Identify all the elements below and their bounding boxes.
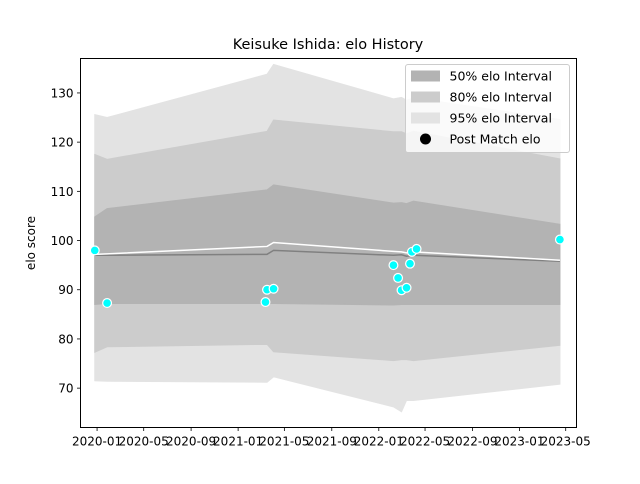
post-match-point: [405, 258, 416, 269]
post-match-point: [393, 272, 404, 283]
y-tick-label: 100: [51, 234, 74, 248]
x-tick-label: 2022-01: [354, 435, 404, 449]
legend-label: 95% elo Interval: [450, 111, 552, 126]
post-match-point: [411, 243, 422, 254]
legend-swatch: [411, 112, 440, 124]
y-tick-label: 90: [58, 283, 73, 297]
x-tick-label: 2022-05: [400, 435, 450, 449]
post-match-point: [388, 260, 399, 271]
y-tick-label: 70: [58, 382, 73, 396]
x-tick-label: 2023-01: [494, 435, 544, 449]
y-axis-label: elo score: [24, 216, 38, 270]
legend-swatch: [411, 91, 440, 103]
legend-label: 80% elo Interval: [450, 90, 552, 105]
legend-box: [405, 64, 570, 153]
x-tick-label: 2022-09: [447, 435, 497, 449]
legend-swatch: [411, 70, 440, 82]
y-axis: 70 80 90 100 110 120 130: [51, 86, 81, 396]
legend-label: Post Match elo: [450, 132, 541, 147]
post-match-point: [401, 282, 412, 293]
x-tick-label: 2020-09: [166, 435, 216, 449]
plot-frame: [80, 58, 577, 428]
x-tick-label: 2020-05: [119, 435, 169, 449]
y-tick-label: 130: [51, 86, 74, 100]
x-tick-label: 2021-05: [259, 435, 309, 449]
x-tick-label: 2021-01: [213, 435, 263, 449]
post-match-point: [260, 297, 271, 308]
post-match-point: [554, 234, 565, 245]
x-tick-label: 2021-09: [307, 435, 357, 449]
post-match-point: [102, 298, 113, 309]
legend-marker: [420, 133, 431, 145]
x-axis: 2020-012020-052020-092021-012021-052021-…: [72, 427, 591, 449]
y-tick-label: 80: [58, 332, 73, 346]
post-match-point: [268, 283, 279, 294]
legend: 50% elo Interval 80% elo Interval 95% elo …: [405, 64, 570, 153]
post-match-points: [89, 234, 565, 309]
x-tick-label: 2020-01: [72, 435, 122, 449]
x-tick-label: 2023-05: [541, 435, 591, 449]
post-match-point: [89, 245, 100, 256]
chart-title: Keisuke Ishida: elo History: [233, 37, 424, 53]
legend-label: 50% elo Interval: [450, 69, 552, 84]
y-tick-label: 110: [51, 185, 74, 199]
y-tick-label: 120: [51, 136, 74, 150]
